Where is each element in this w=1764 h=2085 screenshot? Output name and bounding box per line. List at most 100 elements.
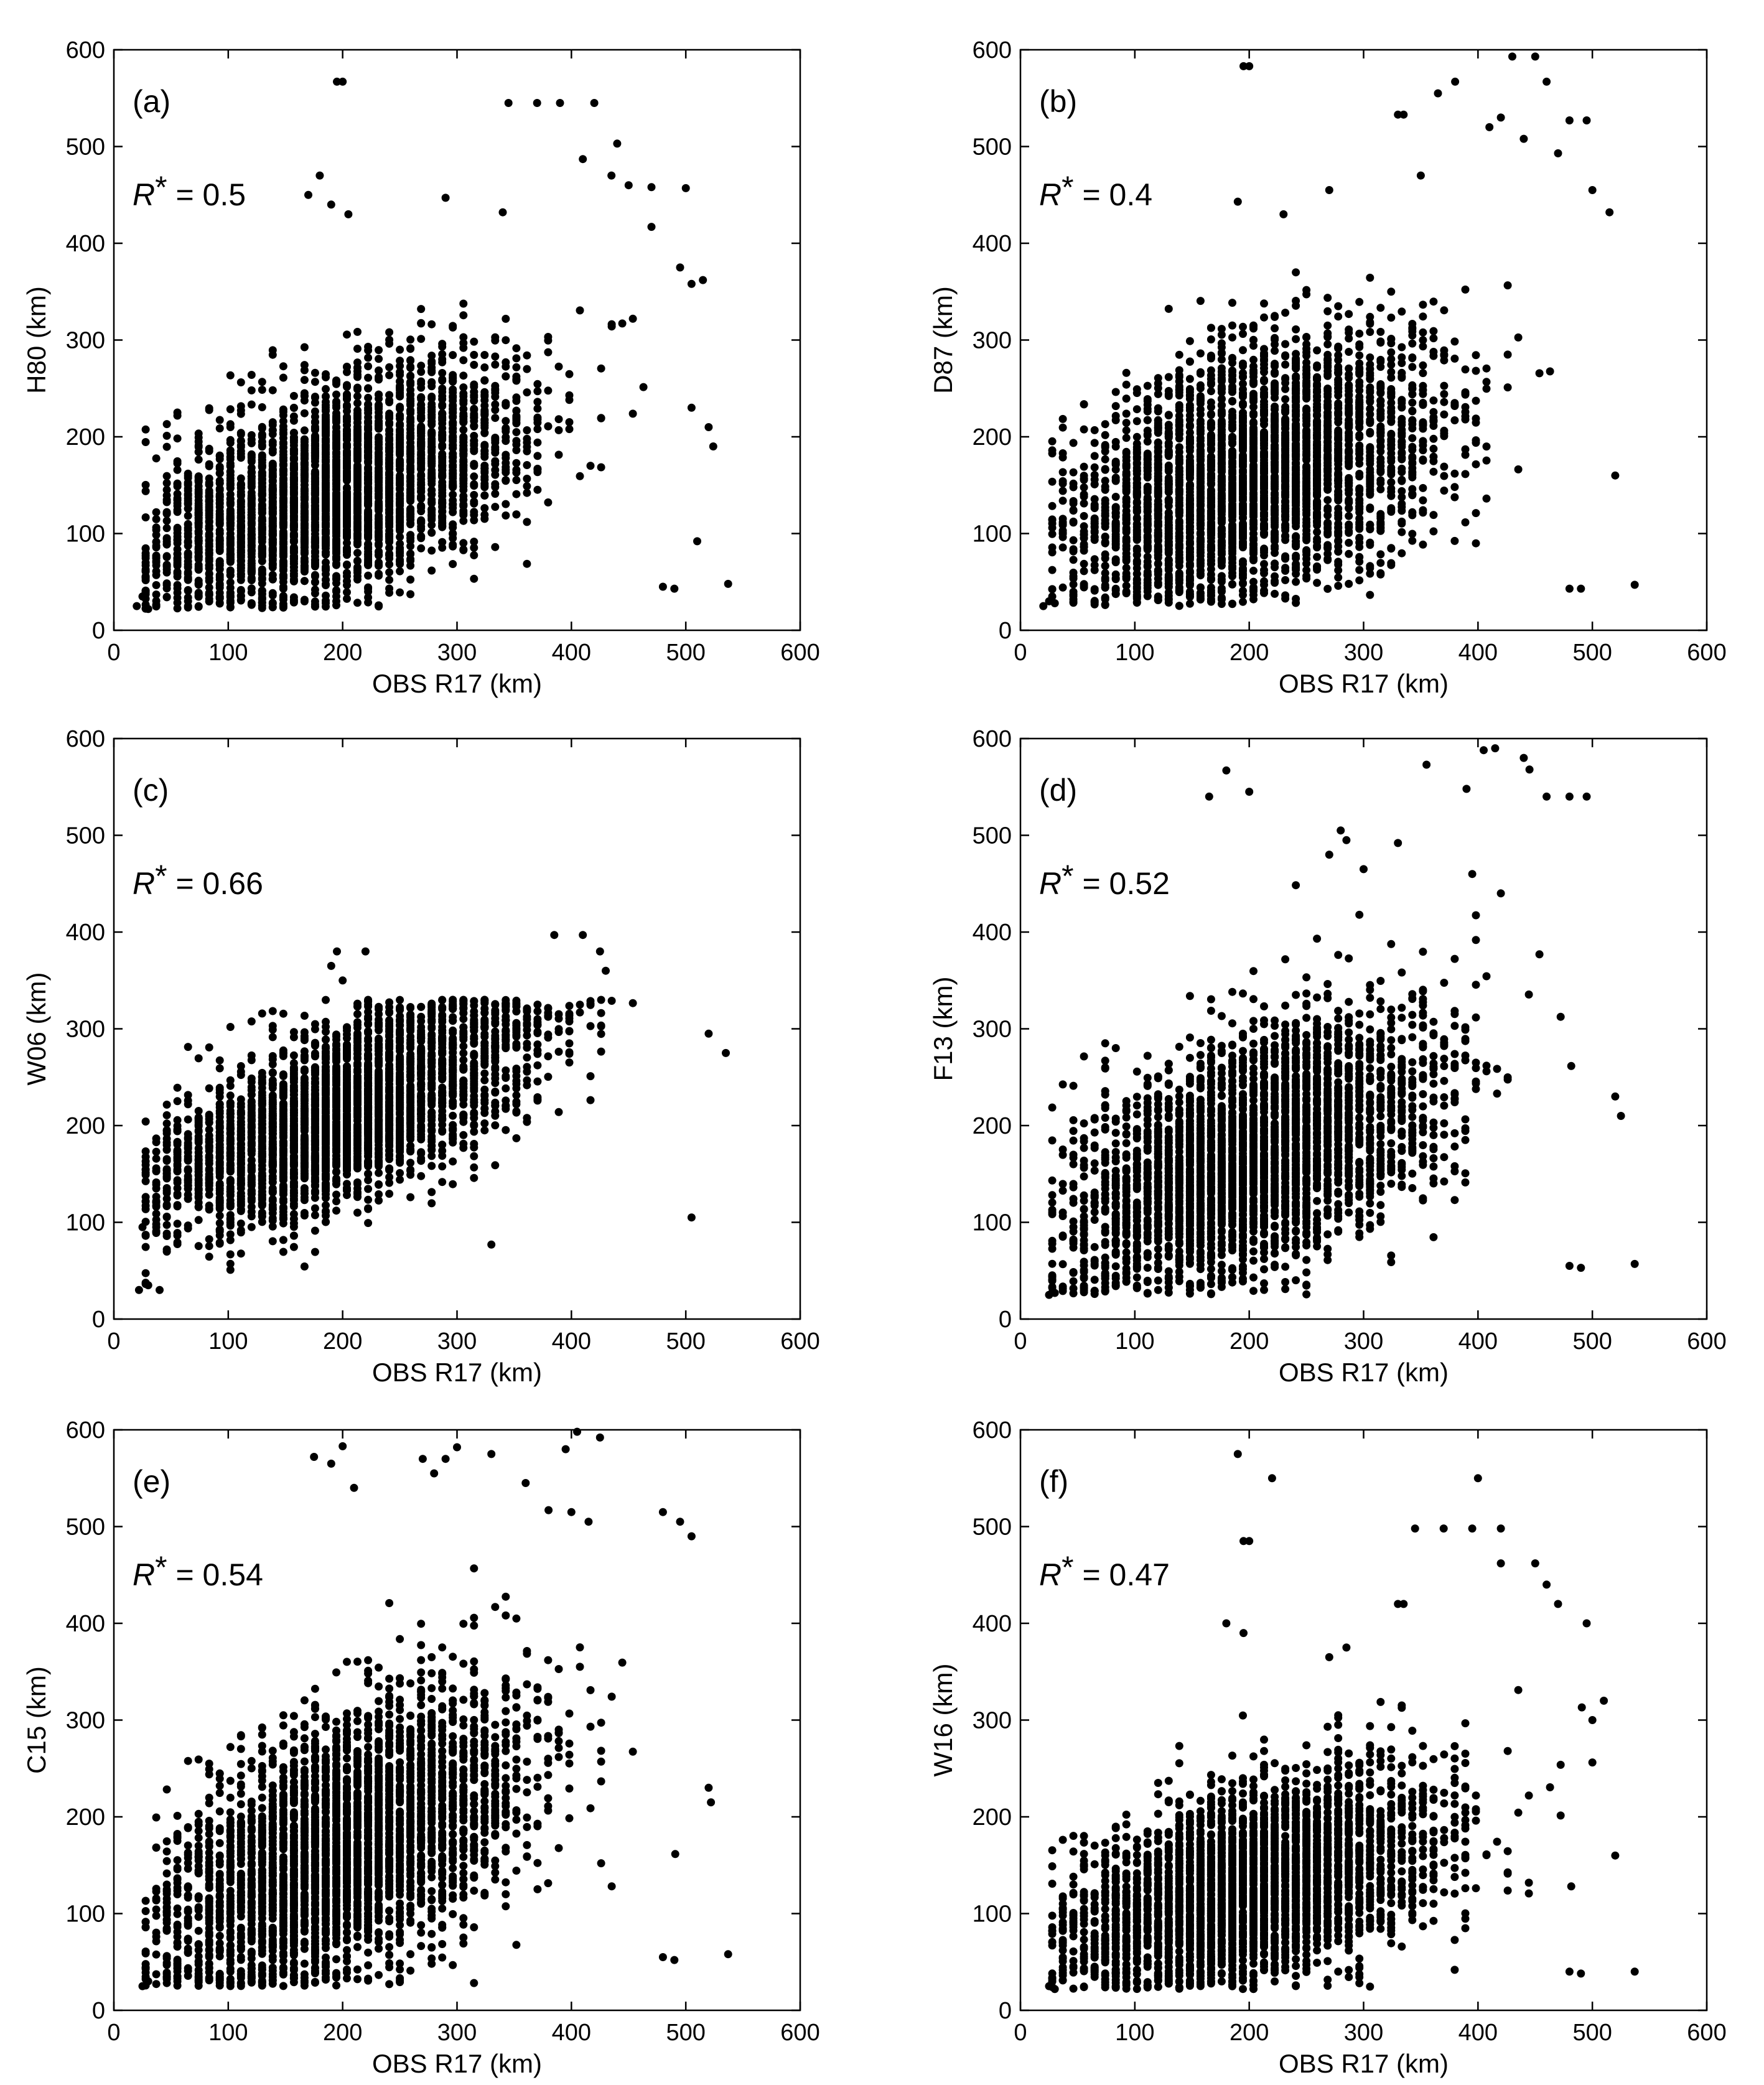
data-point xyxy=(533,380,542,388)
data-point xyxy=(427,528,436,537)
data-point xyxy=(406,390,415,399)
data-point xyxy=(162,524,171,533)
data-point xyxy=(173,549,182,558)
data-point xyxy=(194,537,203,545)
data-point xyxy=(310,393,319,402)
data-point xyxy=(406,590,415,599)
data-point xyxy=(1323,340,1332,348)
data-point xyxy=(289,501,298,510)
data-point xyxy=(533,418,542,427)
data-point xyxy=(375,401,383,409)
data-point xyxy=(258,442,266,451)
data-point xyxy=(533,452,542,460)
data-point xyxy=(364,393,373,402)
data-point xyxy=(289,563,298,571)
data-point xyxy=(1461,415,1470,424)
data-point xyxy=(480,475,489,484)
data-point xyxy=(236,521,245,529)
data-point xyxy=(1239,359,1247,368)
data-point xyxy=(427,320,436,329)
data-point xyxy=(639,383,648,391)
data-point xyxy=(226,405,235,414)
data-point xyxy=(1090,463,1099,472)
data-point xyxy=(554,426,563,434)
data-point xyxy=(226,446,235,455)
data-point xyxy=(480,447,489,455)
data-point xyxy=(173,533,182,541)
data-point xyxy=(162,431,171,440)
data-point xyxy=(607,171,616,180)
data-point xyxy=(470,461,478,470)
data-point xyxy=(1345,511,1353,520)
data-point xyxy=(396,479,404,488)
data-point xyxy=(322,456,330,465)
data-point xyxy=(279,538,287,546)
data-point xyxy=(512,510,521,519)
data-point xyxy=(502,372,510,381)
data-point xyxy=(406,465,415,473)
data-point xyxy=(184,573,192,582)
data-point xyxy=(300,396,309,405)
data-point xyxy=(459,545,468,554)
data-point xyxy=(322,526,330,534)
data-point xyxy=(184,529,192,538)
data-point xyxy=(268,526,277,534)
data-point xyxy=(258,455,266,464)
data-point xyxy=(268,421,277,429)
data-point xyxy=(449,418,457,427)
data-point xyxy=(247,439,256,447)
data-point xyxy=(597,364,605,373)
data-point xyxy=(184,538,192,547)
data-point xyxy=(1206,387,1215,396)
data-point xyxy=(417,502,426,511)
data-point xyxy=(141,544,150,553)
data-point xyxy=(491,503,500,511)
data-point xyxy=(300,366,309,375)
data-point xyxy=(396,368,404,376)
data-point xyxy=(353,479,362,488)
data-point xyxy=(406,356,415,365)
data-point xyxy=(300,449,309,458)
panel-label: (a) xyxy=(133,84,170,119)
data-point xyxy=(289,593,298,602)
data-point xyxy=(1419,496,1427,505)
data-point xyxy=(215,512,224,520)
data-point xyxy=(300,493,309,501)
data-point xyxy=(268,461,277,470)
data-point xyxy=(502,459,510,467)
data-point xyxy=(268,538,277,546)
data-point xyxy=(523,434,531,443)
data-point xyxy=(268,574,277,583)
data-point xyxy=(385,398,394,406)
data-point xyxy=(300,595,309,604)
data-point xyxy=(565,391,574,399)
data-point xyxy=(152,567,161,576)
data-point xyxy=(597,463,605,472)
data-point xyxy=(427,429,436,437)
data-point xyxy=(332,508,340,516)
data-point xyxy=(1101,550,1109,559)
data-point xyxy=(491,543,500,551)
x-tick-label: 400 xyxy=(552,640,591,666)
data-point xyxy=(310,558,319,567)
data-point xyxy=(236,513,245,521)
data-point xyxy=(364,559,373,567)
data-point xyxy=(184,487,192,495)
data-point xyxy=(226,555,235,564)
data-point xyxy=(152,454,161,463)
data-point xyxy=(162,592,171,601)
data-point xyxy=(1366,562,1374,571)
data-point xyxy=(322,505,330,514)
data-point xyxy=(502,425,510,433)
data-point xyxy=(385,371,394,380)
data-point xyxy=(385,450,394,459)
data-point xyxy=(1440,398,1449,406)
data-point xyxy=(523,351,531,360)
data-point xyxy=(364,571,373,580)
data-point xyxy=(289,485,298,494)
data-point xyxy=(438,498,447,506)
data-point xyxy=(396,447,404,456)
data-point xyxy=(364,584,373,593)
x-tick-label: 300 xyxy=(437,640,477,666)
data-point xyxy=(322,548,330,556)
